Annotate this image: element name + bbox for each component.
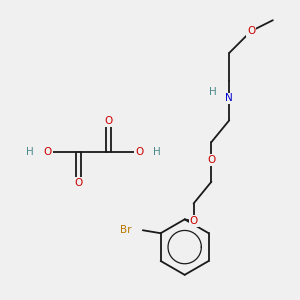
Text: H: H bbox=[26, 147, 34, 157]
Text: O: O bbox=[247, 26, 255, 36]
Text: Br: Br bbox=[120, 225, 132, 235]
Text: H: H bbox=[153, 147, 161, 157]
Text: O: O bbox=[190, 216, 198, 226]
Text: O: O bbox=[74, 178, 83, 188]
Text: N: N bbox=[225, 94, 233, 103]
Text: H: H bbox=[208, 86, 216, 97]
Text: O: O bbox=[207, 155, 216, 165]
Text: O: O bbox=[135, 147, 143, 157]
Text: O: O bbox=[104, 116, 112, 126]
Text: O: O bbox=[44, 147, 52, 157]
